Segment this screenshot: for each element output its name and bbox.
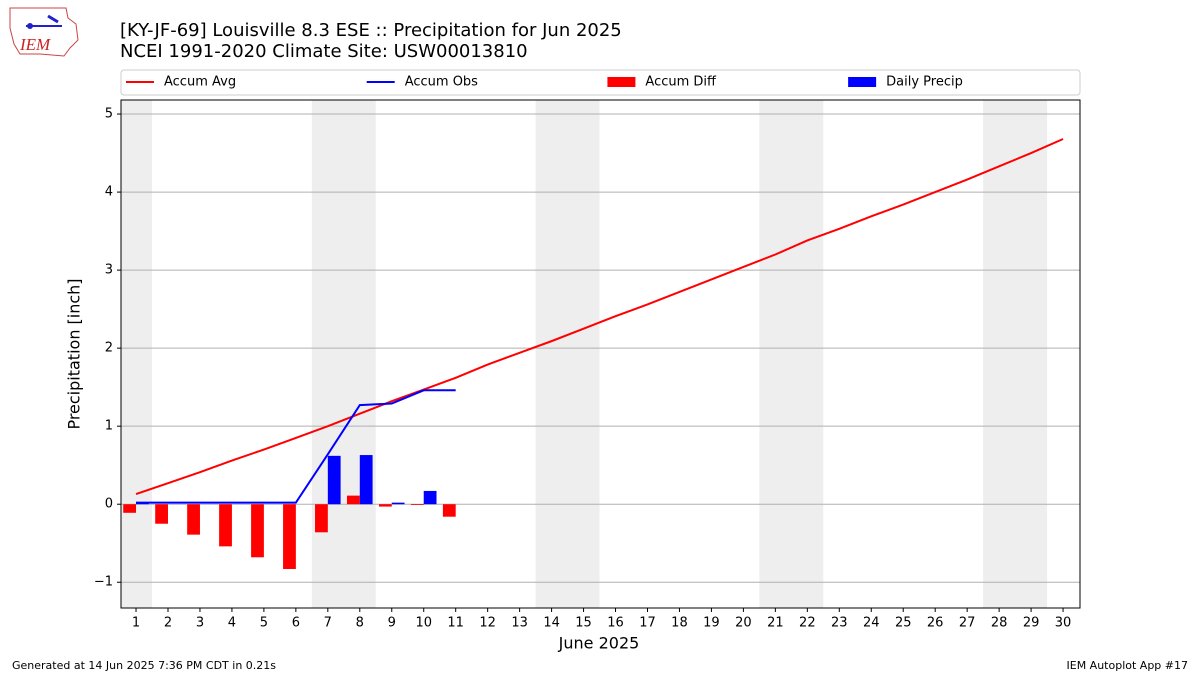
footer-right: IEM Autoplot App #17 [1067,659,1189,672]
x-tick-label: 9 [388,616,396,631]
x-tick-label: 27 [959,616,976,631]
logo-text: IEM [19,35,51,54]
bar [283,504,296,569]
bar [123,504,137,513]
x-tick-label: 11 [447,616,464,631]
bar [136,502,149,505]
x-tick-label: 17 [639,616,656,631]
weekend-shade [535,100,600,608]
x-tick-label: 23 [831,616,848,631]
x-tick-label: 1 [132,616,140,631]
x-tick-label: 14 [543,616,560,631]
x-tick-label: 6 [292,616,300,631]
x-tick-label: 8 [356,616,364,631]
x-tick-label: 18 [671,616,688,631]
x-tick-label: 19 [703,616,720,631]
logo: IEM [9,7,79,57]
x-tick-label: 15 [575,616,592,631]
y-tick-label: 4 [105,185,113,200]
legend-label: Accum Avg [164,75,236,90]
footer-left: Generated at 14 Jun 2025 7:36 PM CDT in … [12,659,276,672]
x-tick-label: 26 [927,616,944,631]
x-tick-label: 30 [1055,616,1072,631]
x-tick-label: 5 [260,616,268,631]
weekend-shade [759,100,824,608]
x-tick-label: 24 [863,616,880,631]
bar [155,504,168,524]
y-tick-label: 5 [105,107,113,122]
bar [378,504,392,507]
y-tick-label: −1 [94,575,113,590]
x-tick-label: 21 [767,616,784,631]
x-tick-label: 29 [1023,616,1040,631]
x-axis-label: June 2025 [558,634,640,653]
bar [442,504,456,517]
bar [187,504,200,535]
line [135,138,1064,496]
legend-swatch [848,77,877,87]
bar [327,455,341,505]
bar [315,504,328,533]
plot-area [121,100,1080,608]
x-tick-label: 25 [895,616,912,631]
line [136,389,456,504]
weekend-shade [121,100,153,608]
chart-subtitle: NCEI 1991-2020 Climate Site: USW00013810 [120,41,528,62]
y-tick-label: 1 [105,419,113,434]
x-tick-label: 12 [479,616,496,631]
bar [359,455,373,505]
x-tick-label: 4 [228,616,236,631]
plot-frame [120,99,1081,609]
x-tick-label: 22 [799,616,816,631]
x-tick-label: 16 [607,616,624,631]
x-tick-label: 2 [164,616,172,631]
x-tick-label: 13 [511,616,528,631]
bar [391,502,405,505]
chart-title: [KY-JF-69] Louisville 8.3 ESE :: Precipi… [120,20,622,41]
y-tick-label: 3 [105,263,113,278]
weekend-shade [983,100,1048,608]
legend-label: Accum Diff [645,75,717,90]
x-tick-label: 3 [196,616,204,631]
y-tick-label: 0 [105,497,113,512]
bar [251,504,264,558]
x-tick-label: 7 [324,616,332,631]
bar [423,490,437,505]
bar [219,504,232,547]
x-tick-label: 20 [735,616,752,631]
legend-swatch [607,77,636,87]
bar [410,504,424,505]
x-tick-label: 28 [991,616,1008,631]
x-tick-label: 10 [415,616,432,631]
legend-label: Daily Precip [886,75,963,90]
y-tick-label: 2 [105,341,113,356]
bar [347,495,360,505]
legend-box [120,69,1081,96]
legend-label: Accum Obs [405,75,478,90]
y-axis-label: Precipitation [inch] [65,278,84,429]
